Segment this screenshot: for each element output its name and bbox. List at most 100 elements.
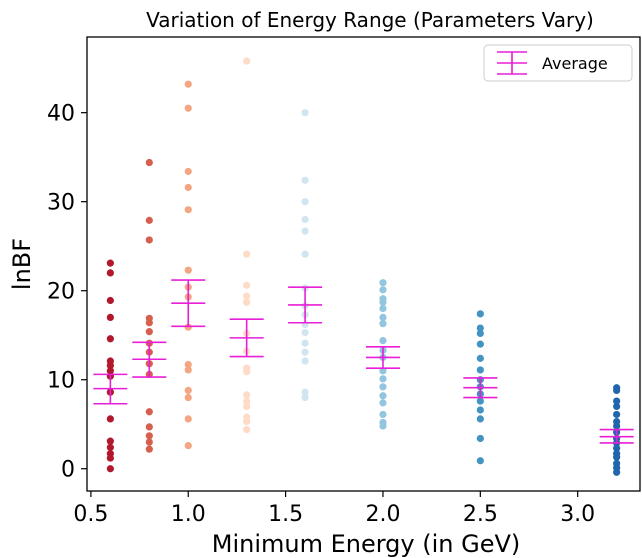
data-point — [243, 57, 251, 65]
data-point — [184, 386, 192, 395]
data-point — [145, 445, 153, 453]
data-point — [379, 320, 387, 328]
y-tick-label: 40 — [47, 102, 75, 127]
data-point — [613, 444, 621, 452]
data-point — [145, 328, 153, 336]
y-tick-label: 0 — [61, 458, 75, 483]
data-point — [106, 269, 114, 277]
data-point — [243, 391, 251, 399]
data-point — [106, 361, 114, 370]
data-point — [379, 313, 387, 322]
data-point — [243, 402, 251, 411]
legend-label: Average — [542, 54, 608, 73]
data-point — [106, 443, 114, 451]
data-point — [379, 298, 387, 306]
x-tick-label: 1.5 — [268, 502, 303, 527]
data-point — [106, 437, 114, 445]
y-tick-label: 10 — [47, 369, 75, 394]
data-point — [476, 457, 484, 465]
data-point — [106, 454, 114, 462]
data-point — [184, 323, 192, 331]
data-point — [145, 408, 153, 416]
data-point — [379, 304, 387, 313]
data-point — [184, 442, 192, 450]
data-points — [106, 57, 621, 476]
data-point — [301, 348, 309, 356]
data-point — [379, 279, 387, 287]
data-point — [379, 383, 387, 391]
data-point — [106, 335, 114, 343]
data-point — [301, 339, 309, 347]
data-point — [476, 415, 484, 423]
data-point — [379, 422, 387, 430]
x-axis: 0.5 1.0 1.5 2.0 2.5 3.0 — [73, 491, 595, 527]
data-point — [106, 415, 114, 423]
average-errorbars — [93, 279, 634, 444]
data-point — [243, 298, 251, 306]
data-point — [184, 415, 192, 423]
data-point — [106, 465, 114, 473]
data-point — [301, 215, 309, 224]
data-point — [243, 368, 251, 376]
data-point — [184, 366, 192, 374]
chart-title: Variation of Energy Range (Parameters Va… — [146, 8, 594, 32]
data-point — [243, 397, 251, 405]
data-point — [243, 281, 251, 289]
data-point — [476, 329, 484, 338]
data-point — [301, 328, 309, 337]
y-axis: 0 10 20 30 40 — [47, 102, 87, 483]
data-point — [301, 227, 309, 235]
data-point — [613, 422, 621, 430]
data-point — [184, 167, 192, 176]
data-point — [613, 397, 621, 405]
data-point — [379, 375, 387, 383]
data-point — [145, 216, 153, 224]
data-point — [301, 198, 309, 206]
legend-errorbar-icon — [497, 51, 527, 75]
x-tick-label: 0.5 — [73, 502, 108, 527]
data-point — [613, 402, 621, 411]
data-point — [379, 392, 387, 400]
data-point — [301, 176, 309, 184]
y-tick-label: 20 — [47, 280, 75, 305]
y-axis-title: lnBF — [8, 238, 36, 290]
data-point — [243, 425, 251, 434]
legend-box — [483, 44, 633, 82]
data-point — [476, 434, 484, 443]
data-point — [184, 266, 192, 274]
x-tick-label: 2.0 — [365, 502, 400, 527]
x-axis-title: Minimum Energy (in GeV) — [212, 530, 521, 558]
data-point — [613, 468, 621, 476]
data-point — [184, 104, 192, 112]
data-point — [243, 250, 251, 258]
data-point — [184, 183, 192, 192]
data-point — [106, 367, 114, 375]
data-point — [106, 313, 114, 322]
data-point — [145, 423, 153, 431]
data-point — [301, 393, 309, 402]
data-point — [184, 360, 192, 369]
data-point — [301, 250, 309, 258]
legend: Average — [483, 44, 633, 82]
data-point — [145, 236, 153, 244]
data-point — [476, 397, 484, 405]
data-point — [145, 158, 153, 167]
data-point — [379, 286, 387, 294]
x-tick-label: 3.0 — [560, 502, 595, 527]
data-point — [613, 453, 621, 461]
data-point — [145, 432, 153, 440]
data-point — [613, 386, 621, 395]
data-point — [476, 354, 484, 362]
plot-frame — [86, 36, 641, 492]
data-point — [379, 336, 387, 345]
data-point — [301, 388, 309, 396]
data-point — [613, 410, 621, 419]
data-point — [301, 109, 309, 117]
data-point — [379, 410, 387, 419]
data-point — [184, 206, 192, 214]
y-tick-label: 30 — [47, 191, 75, 216]
data-point — [184, 393, 192, 402]
data-point — [379, 399, 387, 407]
data-point — [476, 324, 484, 332]
